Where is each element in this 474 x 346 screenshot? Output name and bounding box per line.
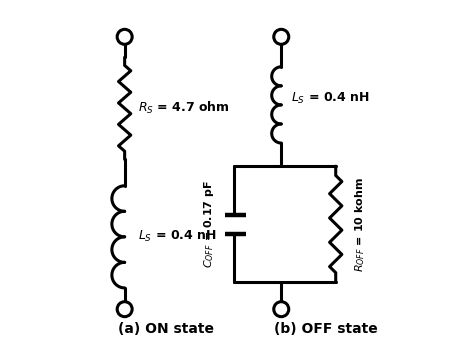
Text: (b) OFF state: (b) OFF state — [274, 322, 378, 336]
Text: $R_S$ = 4.7 ohm: $R_S$ = 4.7 ohm — [138, 100, 230, 116]
Text: $R_{OFF}$ = 10 kohm: $R_{OFF}$ = 10 kohm — [353, 176, 367, 272]
Circle shape — [274, 29, 289, 44]
Circle shape — [117, 302, 132, 317]
Text: $C_{OFF}$ = 0.17 pF: $C_{OFF}$ = 0.17 pF — [202, 180, 216, 268]
Text: (a) ON state: (a) ON state — [118, 322, 214, 336]
Text: $L_S$ = 0.4 nH: $L_S$ = 0.4 nH — [138, 229, 217, 244]
Circle shape — [274, 302, 289, 317]
Circle shape — [117, 29, 132, 44]
Text: $L_S$ = 0.4 nH: $L_S$ = 0.4 nH — [292, 91, 370, 106]
